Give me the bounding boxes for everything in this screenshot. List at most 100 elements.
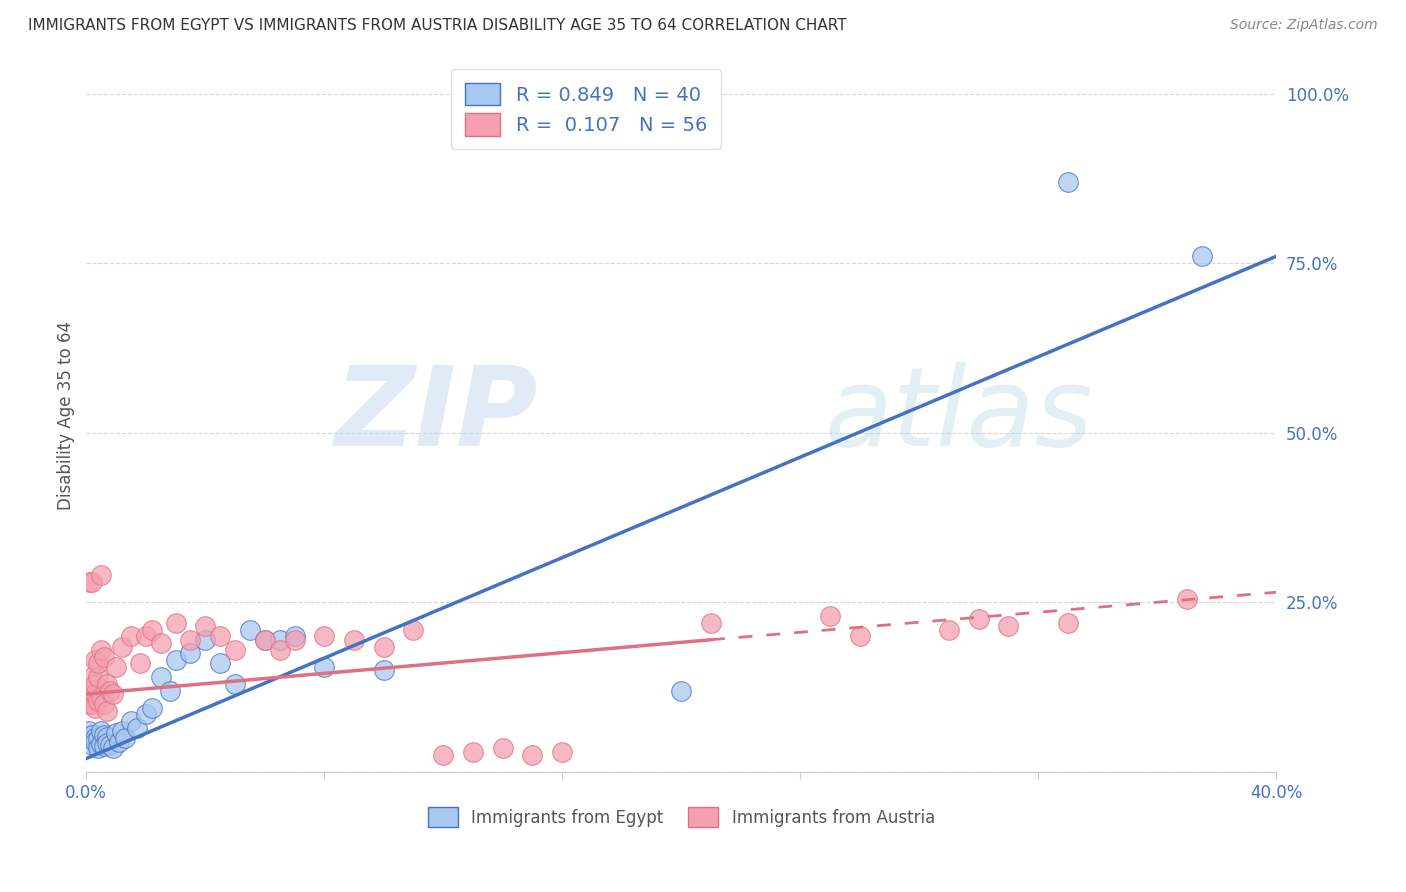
- Point: [96, 736, 118, 750]
- Text: atlas: atlas: [824, 362, 1092, 469]
- Point: [90, 690, 112, 705]
- Point: [239, 623, 262, 637]
- Point: [283, 629, 305, 643]
- Point: [87, 741, 110, 756]
- Point: [84, 687, 107, 701]
- Point: [179, 632, 201, 647]
- Point: [194, 619, 217, 633]
- Point: [77, 683, 100, 698]
- Point: [82, 728, 104, 742]
- Point: [84, 677, 107, 691]
- Point: [209, 657, 232, 671]
- Point: [343, 632, 366, 647]
- Point: [165, 653, 187, 667]
- Point: [700, 615, 723, 630]
- Point: [125, 721, 148, 735]
- Point: [194, 632, 217, 647]
- Text: IMMIGRANTS FROM EGYPT VS IMMIGRANTS FROM AUSTRIA DISABILITY AGE 35 TO 64 CORRELA: IMMIGRANTS FROM EGYPT VS IMMIGRANTS FROM…: [28, 18, 846, 33]
- Point: [101, 687, 124, 701]
- Point: [373, 640, 395, 654]
- Point: [82, 683, 104, 698]
- Point: [90, 568, 112, 582]
- Point: [98, 683, 121, 698]
- Point: [87, 694, 110, 708]
- Point: [87, 732, 110, 747]
- Point: [96, 704, 118, 718]
- Point: [77, 697, 100, 711]
- Point: [141, 700, 163, 714]
- Point: [551, 745, 574, 759]
- Point: [492, 741, 515, 756]
- Point: [111, 724, 134, 739]
- Point: [120, 714, 142, 728]
- Point: [1057, 175, 1080, 189]
- Point: [114, 731, 136, 745]
- Point: [224, 643, 246, 657]
- Point: [105, 660, 128, 674]
- Point: [1191, 249, 1213, 263]
- Text: ZIP: ZIP: [335, 362, 538, 469]
- Point: [93, 697, 115, 711]
- Point: [77, 724, 100, 739]
- Point: [98, 738, 121, 752]
- Point: [522, 748, 544, 763]
- Point: [818, 609, 841, 624]
- Point: [90, 643, 112, 657]
- Point: [84, 734, 107, 748]
- Point: [461, 745, 484, 759]
- Point: [84, 700, 107, 714]
- Point: [77, 575, 100, 590]
- Point: [84, 731, 107, 745]
- Point: [105, 725, 128, 739]
- Point: [111, 640, 134, 654]
- Point: [149, 670, 172, 684]
- Point: [93, 649, 115, 664]
- Point: [77, 731, 100, 745]
- Point: [96, 677, 118, 691]
- Point: [283, 632, 305, 647]
- Point: [77, 690, 100, 705]
- Point: [432, 748, 454, 763]
- Point: [135, 707, 157, 722]
- Point: [253, 632, 276, 647]
- Point: [224, 677, 246, 691]
- Point: [253, 632, 276, 647]
- Point: [997, 619, 1019, 633]
- Point: [269, 632, 291, 647]
- Point: [159, 683, 181, 698]
- Point: [120, 629, 142, 643]
- Point: [314, 660, 336, 674]
- Point: [967, 612, 990, 626]
- Point: [90, 724, 112, 739]
- Y-axis label: Disability Age 35 to 64: Disability Age 35 to 64: [58, 321, 75, 510]
- Point: [84, 653, 107, 667]
- Point: [269, 643, 291, 657]
- Point: [93, 739, 115, 754]
- Point: [179, 646, 201, 660]
- Point: [669, 683, 692, 698]
- Point: [1175, 592, 1198, 607]
- Legend: Immigrants from Egypt, Immigrants from Austria: Immigrants from Egypt, Immigrants from A…: [419, 799, 943, 835]
- Point: [82, 697, 104, 711]
- Point: [135, 629, 157, 643]
- Point: [93, 728, 115, 742]
- Point: [149, 636, 172, 650]
- Point: [87, 657, 110, 671]
- Point: [848, 629, 870, 643]
- Point: [82, 738, 104, 752]
- Point: [402, 623, 425, 637]
- Point: [96, 730, 118, 744]
- Point: [128, 657, 150, 671]
- Point: [82, 575, 104, 590]
- Point: [209, 629, 232, 643]
- Point: [314, 629, 336, 643]
- Point: [87, 670, 110, 684]
- Point: [141, 623, 163, 637]
- Point: [165, 615, 187, 630]
- Point: [90, 737, 112, 751]
- Point: [938, 623, 960, 637]
- Point: [373, 663, 395, 677]
- Point: [108, 734, 131, 748]
- Text: Source: ZipAtlas.com: Source: ZipAtlas.com: [1230, 18, 1378, 32]
- Point: [82, 670, 104, 684]
